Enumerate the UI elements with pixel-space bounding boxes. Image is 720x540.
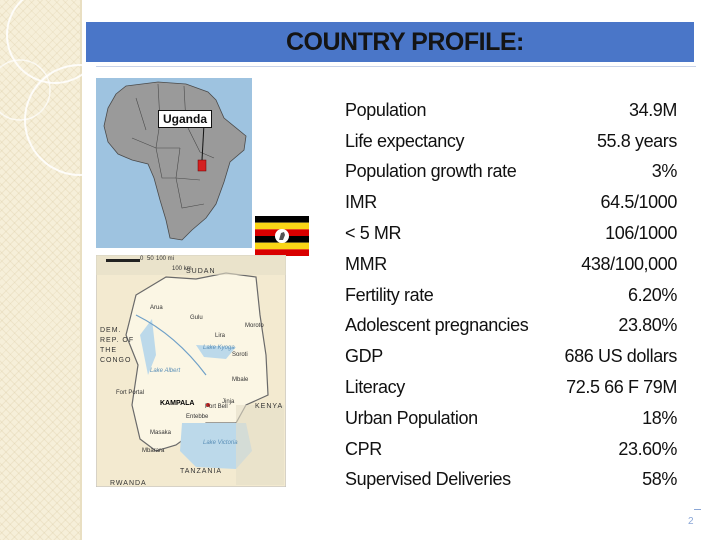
- scale-100km: 100 km: [172, 266, 192, 272]
- stat-value: 72.5 66 F 79M: [566, 377, 677, 398]
- stat-row: < 5 MR 106/1000: [345, 218, 677, 249]
- stat-label: IMR: [345, 192, 377, 213]
- stat-row: Fertility rate 6.20%: [345, 280, 677, 311]
- stat-label: Adolescent pregnancies: [345, 315, 529, 336]
- entebbe-label: Entebbe: [186, 414, 209, 420]
- gulu-label: Gulu: [190, 315, 203, 321]
- kampala-label: KAMPALA: [160, 400, 195, 407]
- jinja-label: Jinja: [222, 399, 235, 405]
- stat-label: MMR: [345, 253, 387, 274]
- fort-portal-label: Fort Portal: [116, 390, 145, 396]
- stat-row: MMR 438/100,000: [345, 249, 677, 280]
- stat-label: CPR: [345, 438, 382, 459]
- scale-zero: 0: [140, 256, 144, 262]
- slide-number-dash: [694, 509, 701, 510]
- stat-value: 686 US dollars: [564, 346, 678, 367]
- stat-label: < 5 MR: [345, 223, 402, 244]
- africa-locator-map: [96, 78, 252, 248]
- stat-label: Population: [345, 99, 427, 120]
- masaka-label: Masaka: [150, 430, 172, 436]
- stat-row: IMR 64.5/1000: [345, 187, 677, 218]
- stat-label: Life expectancy: [345, 130, 465, 151]
- stat-label: Literacy: [345, 377, 405, 398]
- lake-albert-label: Lake Albert: [150, 368, 181, 374]
- stat-row: Literacy 72.5 66 F 79M: [345, 372, 677, 403]
- kenya-label: KENYA: [255, 403, 284, 410]
- moroto-label: Moroto: [245, 323, 264, 329]
- stat-row: Supervised Deliveries 58%: [345, 465, 677, 496]
- scale-100mi: 100 mi: [156, 256, 175, 262]
- stat-value: 18%: [642, 407, 677, 428]
- stat-value: 23.60%: [618, 438, 677, 459]
- stat-value: 58%: [642, 469, 677, 490]
- stat-value: 3%: [651, 161, 678, 182]
- stat-label: Fertility rate: [345, 284, 434, 305]
- tanzania-label: TANZANIA: [180, 468, 223, 475]
- stat-label: GDP: [345, 346, 383, 367]
- stat-value: 55.8 years: [596, 130, 677, 151]
- lake-victoria-label: Lake Victoria: [203, 440, 238, 446]
- title-bar: COUNTRY PROFILE:: [86, 22, 694, 62]
- uganda-callout: Uganda: [158, 110, 213, 128]
- stat-value: 106/1000: [605, 223, 677, 244]
- port-bell-label: Port Bell: [205, 404, 228, 410]
- stat-value: 6.20%: [627, 284, 677, 305]
- scale-50: 50: [147, 256, 154, 262]
- stat-value: 64.5/1000: [600, 192, 678, 213]
- country-stats-table: Population 34.9M Life expectancy 55.8 ye…: [345, 95, 677, 495]
- uganda-flag: [255, 216, 309, 256]
- stat-value: 34.9M: [628, 99, 677, 120]
- slide-title: COUNTRY PROFILE:: [286, 28, 524, 56]
- stat-row: CPR 23.60%: [345, 434, 677, 465]
- lake-kyoga-label: Lake Kyoga: [203, 345, 235, 351]
- stat-row: GDP 686 US dollars: [345, 341, 677, 372]
- stat-row: Population growth rate 3%: [345, 157, 677, 188]
- sudan-label: SUDAN: [186, 268, 216, 275]
- stat-label: Urban Population: [345, 407, 478, 428]
- soroti-label: Soroti: [232, 352, 248, 358]
- stat-label: Supervised Deliveries: [345, 469, 511, 490]
- mbarara-label: Mbarara: [142, 448, 165, 454]
- title-underline: [96, 66, 696, 67]
- slide-number: 2: [688, 516, 694, 527]
- stat-value: 23.80%: [618, 315, 677, 336]
- decorative-side-band: [0, 0, 80, 540]
- side-band-edge: [80, 0, 82, 540]
- drc-label: DEM. REP. OF THE CONGO: [100, 327, 135, 364]
- arua-label: Arua: [150, 305, 163, 311]
- uganda-detail-map: [96, 255, 286, 487]
- stat-value: 438/100,000: [581, 253, 677, 274]
- stat-row: Adolescent pregnancies 23.80%: [345, 311, 677, 342]
- rwanda-label: RWANDA: [110, 480, 147, 487]
- stat-label: Population growth rate: [345, 161, 517, 182]
- mbale-label: Mbale: [232, 377, 249, 383]
- lira-label: Lira: [215, 333, 226, 339]
- stat-row: Life expectancy 55.8 years: [345, 126, 677, 157]
- stat-row: Population 34.9M: [345, 95, 677, 126]
- stat-row: Urban Population 18%: [345, 403, 677, 434]
